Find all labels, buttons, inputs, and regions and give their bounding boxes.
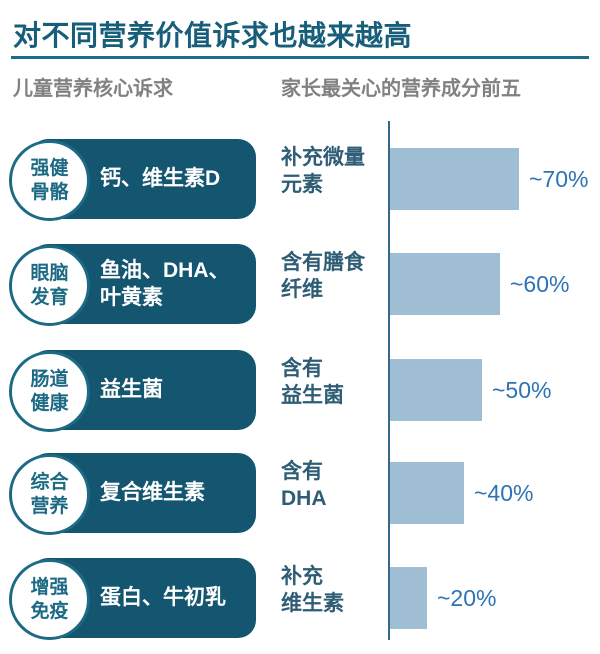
bar-category-label: 含有 益生菌 <box>281 357 344 408</box>
bar-group: ~40% <box>390 453 533 533</box>
appeal-badge: 增强 免疫 <box>9 559 90 640</box>
row-gut-health: 肠道 健康 益生菌 含有 益生菌 ~50% <box>0 345 600 437</box>
bar-value-label: ~20% <box>437 584 497 611</box>
column-header-appeals: 儿童营养核心诉求 <box>13 78 173 100</box>
bar <box>390 253 500 315</box>
row-bone-health: 强健 骨骼 钙、维生素D 补充微量 元素 ~70% <box>0 134 600 226</box>
bar <box>390 567 427 629</box>
bar <box>390 462 464 524</box>
column-header-nutrients: 家长最关心的营养成分前五 <box>281 78 521 100</box>
bar-category-label: 含有 DHA <box>281 460 327 511</box>
bar <box>390 148 519 210</box>
bar-value-label: ~50% <box>492 376 552 403</box>
row-immunity: 增强 免疫 蛋白、牛初乳 补充 维生素 ~20% <box>0 553 600 645</box>
bar-group: ~70% <box>390 139 588 219</box>
bar-group: ~20% <box>390 558 496 638</box>
bar-value-label: ~70% <box>529 165 589 192</box>
bar-value-label: ~40% <box>474 479 534 506</box>
appeal-badge: 综合 营养 <box>9 454 90 535</box>
bar <box>390 359 482 421</box>
row-overall-nutrition: 综合 营养 复合维生素 含有 DHA ~40% <box>0 448 600 540</box>
bar-group: ~50% <box>390 350 551 430</box>
bar-value-label: ~60% <box>510 270 570 297</box>
bar-category-label: 补充微量 元素 <box>281 146 365 197</box>
bar-category-label: 含有膳食 纤维 <box>281 251 365 302</box>
bar-category-label: 补充 维生素 <box>281 565 344 616</box>
appeal-badge: 肠道 健康 <box>9 351 90 432</box>
page-title: 对不同营养价值诉求也越来越高 <box>13 20 413 51</box>
appeal-badge: 眼脑 发育 <box>9 245 90 326</box>
chart-axis-line <box>388 121 390 640</box>
row-eye-brain: 眼脑 发育 鱼油、DHA、 叶黄素 含有膳食 纤维 ~60% <box>0 239 600 331</box>
bar-group: ~60% <box>390 244 569 324</box>
appeal-badge: 强健 骨骼 <box>9 140 90 221</box>
title-divider <box>11 56 589 59</box>
